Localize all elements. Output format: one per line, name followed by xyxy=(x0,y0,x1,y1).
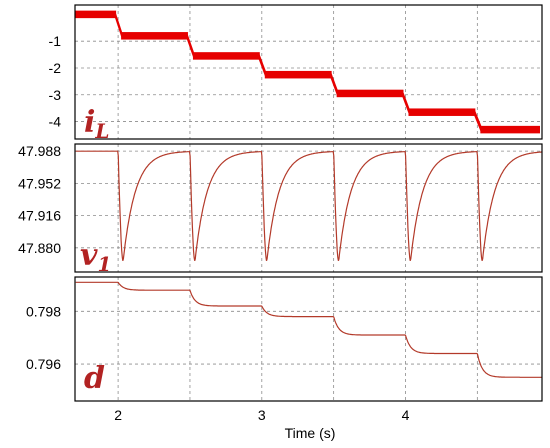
x-tick-label: 2 xyxy=(114,407,122,423)
x-tick-label: 4 xyxy=(402,407,410,423)
y-tick-label: 47.988 xyxy=(18,143,61,159)
current-series xyxy=(75,10,540,134)
y-tick-label: -2 xyxy=(49,60,62,76)
duty-trace xyxy=(75,281,542,378)
y-tick-label: 0.796 xyxy=(26,356,61,372)
gridlines xyxy=(75,277,542,401)
y-tick-label: 47.916 xyxy=(18,208,61,224)
voltage-trace xyxy=(75,150,542,261)
x-tick-label: 3 xyxy=(258,407,266,423)
y-tick-label: 47.880 xyxy=(18,240,61,256)
current-band-segment xyxy=(408,108,476,116)
current-transition xyxy=(402,89,410,116)
signal-symbol: i xyxy=(84,105,95,140)
panel-voltage: 47.988 47.952 47.916 47.880 v1 xyxy=(18,143,543,276)
gridlines xyxy=(75,5,542,139)
y-tick-label: 47.952 xyxy=(18,175,61,191)
current-transition xyxy=(330,70,338,98)
y-tick-labels: 47.988 47.952 47.916 47.880 xyxy=(18,143,61,256)
x-tick-labels: 2 3 4 xyxy=(114,407,409,423)
y-tick-labels: -1 -2 -3 -4 xyxy=(49,33,62,129)
panel-frame xyxy=(74,4,543,140)
signal-symbol: v xyxy=(80,238,98,273)
x-axis-label: Time (s) xyxy=(285,425,336,441)
y-tick-label: -1 xyxy=(49,33,62,49)
current-transition xyxy=(258,52,266,79)
y-tick-labels: 0.798 0.796 xyxy=(26,303,61,372)
signal-label-current: iL xyxy=(84,105,109,143)
current-transition xyxy=(186,32,194,60)
panel-frame xyxy=(74,276,543,402)
current-band-segment xyxy=(121,32,188,40)
y-tick-label: 0.798 xyxy=(26,303,61,319)
current-band-segment xyxy=(480,125,540,134)
panel-duty: 0.798 0.796 d xyxy=(26,276,543,402)
y-tick-label: -4 xyxy=(49,114,62,130)
signal-subscript: L xyxy=(94,119,109,143)
current-transition xyxy=(474,108,482,134)
current-transition xyxy=(115,10,123,40)
current-band-segment xyxy=(264,70,332,79)
duty-series xyxy=(75,281,542,378)
gridlines xyxy=(75,144,542,272)
panel-frame xyxy=(74,143,543,273)
current-band-segment xyxy=(75,10,117,19)
signal-label-duty: d xyxy=(84,361,105,396)
current-band-segment xyxy=(336,89,404,98)
signal-label-voltage: v1 xyxy=(80,238,111,276)
current-band-segment xyxy=(192,52,260,60)
y-tick-label: -3 xyxy=(49,87,62,103)
signal-subscript: 1 xyxy=(97,252,111,276)
voltage-series xyxy=(75,150,542,261)
panel-current: -1 -2 -3 -4 iL xyxy=(49,4,543,143)
